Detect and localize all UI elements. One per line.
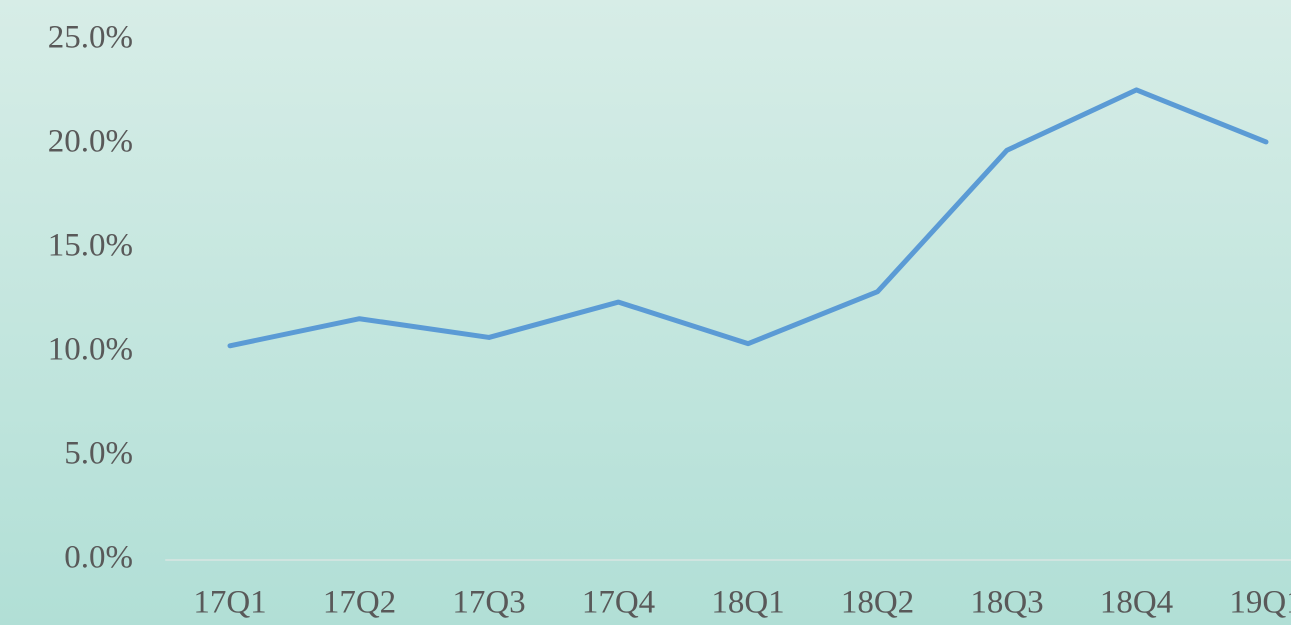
x-tick-label: 19Q1 (1229, 585, 1291, 621)
x-tick-label: 17Q3 (452, 585, 525, 621)
y-tick-label: 10.0% (48, 332, 133, 368)
x-tick-label: 17Q1 (193, 585, 266, 621)
x-tick-label: 18Q1 (711, 585, 784, 621)
y-tick-label: 5.0% (64, 436, 133, 472)
x-tick-label: 17Q4 (582, 585, 655, 621)
x-tick-label: 18Q4 (1100, 585, 1173, 621)
y-tick-label: 25.0% (48, 20, 133, 56)
y-tick-label: 20.0% (48, 124, 133, 160)
line-series (227, 87, 1269, 349)
y-tick-label: 15.0% (48, 228, 133, 264)
y-tick-label: 0.0% (64, 540, 133, 576)
x-tick-label: 18Q3 (970, 585, 1043, 621)
x-tick-label: 17Q2 (323, 585, 396, 621)
x-tick-label: 18Q2 (841, 585, 914, 621)
